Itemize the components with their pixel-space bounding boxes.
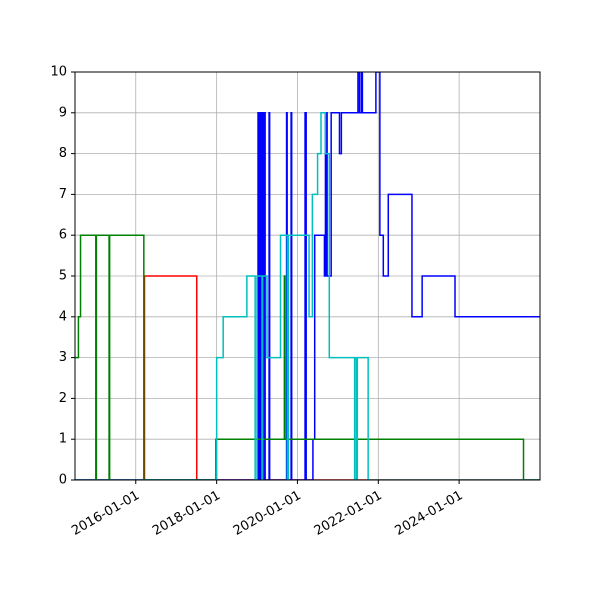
y-tick-label: 9 [59,105,67,120]
series-line-2 [75,234,540,480]
x-tick-label: 2024-01-01 [393,488,466,539]
series-line-0 [75,275,540,480]
x-tick-label: 2020-01-01 [231,488,304,539]
x-tick-label: 2016-01-01 [69,488,142,539]
y-tick-label: 3 [59,350,67,365]
x-tick-label: 2018-01-01 [150,488,223,539]
x-tick-label: 2022-01-01 [312,488,385,539]
y-tick-label: 7 [59,187,67,202]
y-tick-label: 1 [59,432,67,447]
series-line-3 [75,112,540,480]
series-lines [75,72,540,480]
y-tick-label: 4 [59,309,67,324]
y-tick-label: 0 [59,473,67,488]
y-tick-label: 6 [59,228,67,243]
y-tick-label: 5 [59,269,67,284]
y-tick-label: 10 [50,65,67,80]
y-tick-label: 8 [59,146,67,161]
y-tick-label: 2 [59,391,67,406]
